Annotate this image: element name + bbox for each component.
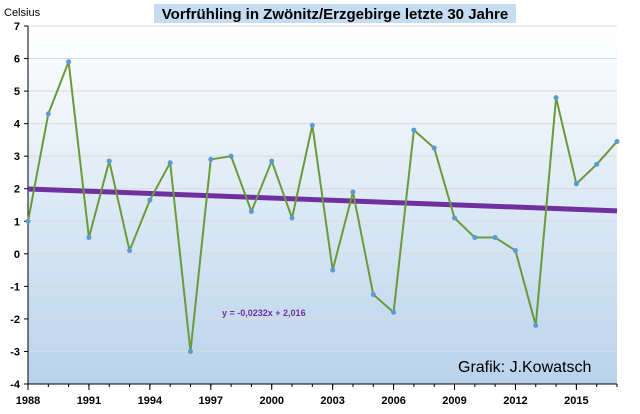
title-background <box>154 4 516 23</box>
data-point <box>167 160 173 166</box>
data-point <box>106 158 112 164</box>
y-axis-label: Celsius <box>4 7 41 19</box>
data-point <box>289 215 295 221</box>
data-point <box>45 111 51 117</box>
data-point <box>452 215 458 221</box>
data-point <box>248 209 254 215</box>
data-point <box>614 139 620 145</box>
y-tick-label: 1 <box>14 216 20 228</box>
x-tick-label: 2012 <box>503 395 527 407</box>
data-point <box>370 292 376 297</box>
chart-title: Vorfrühling in Zwönitz/Erzgebirge letzte… <box>162 6 508 23</box>
data-point <box>553 95 559 101</box>
y-tick-label: 5 <box>14 86 20 98</box>
data-series <box>25 59 620 354</box>
data-point <box>147 197 153 203</box>
x-tick-label: 1997 <box>199 395 223 407</box>
data-point <box>25 218 31 224</box>
data-point <box>228 153 234 159</box>
data-point <box>512 248 518 254</box>
y-axis-ticks: 7 6 5 4 3 2 1 0 -1 -2 -3 -4 <box>10 21 28 391</box>
y-tick-label: -1 <box>10 281 20 293</box>
data-point <box>391 309 397 315</box>
trendline-equation: y = -0,0232x + 2,016 <box>222 308 306 318</box>
x-axis-ticks: 1988 1991 1994 1997 2000 2003 2006 2009 2012 2015 <box>16 384 618 407</box>
y-tick-label: -2 <box>10 314 20 326</box>
y-tick-label: 0 <box>14 249 20 261</box>
x-tick-label: 1991 <box>77 395 101 407</box>
y-tick-label: -3 <box>10 346 20 358</box>
data-point <box>309 122 315 128</box>
data-point <box>66 59 72 65</box>
data-point <box>208 156 214 162</box>
x-tick-label: 2006 <box>381 395 405 407</box>
x-tick-label: 1994 <box>138 395 163 407</box>
chart-credit: Grafik: J.Kowatsch <box>458 359 591 376</box>
data-point <box>86 235 92 241</box>
x-tick-label: 2003 <box>320 395 344 407</box>
y-tick-label: -4 <box>10 379 21 391</box>
data-point <box>594 161 600 167</box>
data-point <box>269 158 275 164</box>
axes <box>27 26 617 385</box>
plot-area <box>28 26 617 384</box>
x-tick-label: 2009 <box>442 395 466 407</box>
data-point <box>330 267 336 273</box>
y-tick-label: 7 <box>14 21 20 33</box>
data-point <box>431 145 437 151</box>
y-tick-label: 6 <box>14 54 20 66</box>
x-tick-label: 2000 <box>259 395 283 407</box>
data-point <box>492 235 498 241</box>
data-point <box>350 189 356 195</box>
y-tick-label: 2 <box>14 184 20 196</box>
data-point <box>187 348 193 354</box>
data-point <box>472 235 478 241</box>
x-tick-label: 1988 <box>16 395 40 407</box>
data-point <box>573 181 579 187</box>
series-line <box>27 60 618 353</box>
y-tick-label: 4 <box>14 119 21 131</box>
x-tick-label: 2015 <box>564 395 588 407</box>
y-tick-label: 3 <box>14 151 20 163</box>
data-point <box>127 248 133 254</box>
data-point <box>533 322 539 328</box>
data-point <box>411 127 417 133</box>
